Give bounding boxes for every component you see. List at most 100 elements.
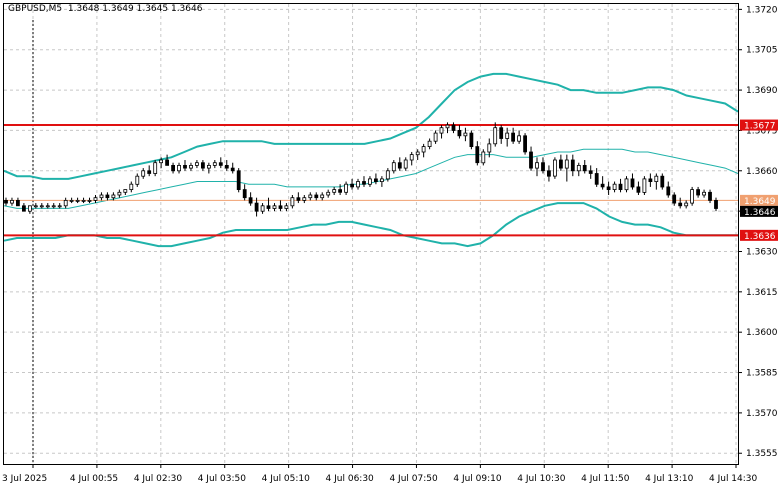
candle (290, 194, 295, 209)
time-axis: 3 Jul 2025 4 Jul 00:55 4 Jul 02:30 4 Jul 03… (2, 464, 758, 484)
candle-body (320, 194, 325, 199)
y-tick-label: 1.3630 (746, 247, 778, 257)
candle (63, 197, 68, 209)
candle-body (469, 132, 474, 148)
candle (618, 178, 623, 193)
candle (523, 133, 527, 155)
candle (684, 200, 689, 209)
candle-body (457, 129, 462, 137)
x-tick-label: 4 Jul 03:50 (198, 474, 247, 484)
candle (15, 197, 20, 207)
candle-body (206, 164, 211, 169)
x-tick-label: 4 Jul 14:30 (709, 474, 758, 484)
candle-body (379, 178, 384, 182)
candle (302, 194, 307, 204)
candle-body (499, 127, 504, 139)
candle (260, 203, 265, 214)
candle-body (356, 181, 360, 188)
candle-body (33, 205, 38, 208)
candle-body (248, 197, 253, 204)
candle (630, 173, 635, 190)
candle (248, 192, 253, 206)
candle-body (147, 170, 152, 174)
candle (517, 130, 521, 144)
candle-body (63, 199, 68, 207)
candle-body (648, 178, 653, 182)
candle-body (427, 140, 432, 147)
candle (499, 125, 504, 144)
candle-body (696, 189, 700, 196)
candle (69, 197, 74, 204)
candle-body (433, 132, 438, 142)
candle-body (600, 183, 605, 188)
candle-body (511, 132, 516, 142)
candle (642, 176, 647, 195)
candle-body (236, 170, 241, 191)
candle-body (624, 178, 629, 191)
candle (588, 165, 593, 179)
candle-body (21, 205, 26, 212)
y-tick-label: 1.3600 (746, 328, 778, 338)
candle-body (463, 132, 468, 137)
price-tag-box (740, 194, 778, 206)
candle-body (218, 162, 223, 166)
candle (493, 122, 498, 147)
candle-body (350, 183, 355, 188)
candle (308, 192, 313, 201)
candle (505, 127, 510, 147)
candle (141, 168, 146, 179)
candle (541, 157, 545, 174)
candle-body (493, 127, 498, 145)
candle (624, 176, 629, 193)
candle-body (451, 124, 456, 131)
candle-body (642, 178, 647, 193)
candle-body (159, 159, 164, 164)
candle-body (505, 132, 510, 139)
candle (177, 162, 181, 174)
candle (385, 168, 390, 182)
candle-body (421, 146, 426, 153)
candle (373, 173, 378, 185)
candle (427, 138, 432, 150)
candle-body (183, 164, 187, 169)
x-tick-label: 4 Jul 09:10 (453, 474, 502, 484)
candle (445, 122, 450, 134)
candle-body (594, 173, 599, 185)
candle-body (672, 194, 677, 204)
candle (594, 168, 599, 187)
candle (117, 189, 122, 198)
price-tag-label: 1.3646 (744, 208, 776, 218)
y-tick-label: 1.3690 (746, 86, 778, 96)
candle-body (409, 154, 414, 161)
candle-body (612, 183, 617, 190)
candle-body (165, 159, 170, 166)
candle-body (391, 162, 396, 172)
candle-body (69, 199, 74, 202)
candle (529, 146, 533, 171)
candle-body (564, 159, 569, 169)
candle (481, 149, 486, 166)
candle-body (10, 199, 14, 204)
candle-body (81, 199, 86, 202)
candle (576, 162, 581, 177)
candle (171, 162, 176, 174)
candle (570, 154, 575, 177)
candle-body (385, 170, 390, 180)
candle (409, 151, 414, 166)
candle-body (105, 194, 110, 199)
candle (332, 186, 337, 195)
candle-body (212, 162, 217, 166)
symbol-label: GBPUSD,M5 (8, 4, 63, 14)
candle (690, 186, 694, 206)
candle (147, 165, 152, 177)
candle-body (523, 135, 527, 153)
band-lower (3, 202, 738, 248)
price-tag-box (740, 119, 778, 131)
candle-body (618, 183, 623, 190)
candle-body (344, 183, 349, 193)
candle-body (189, 164, 193, 169)
candle (230, 162, 235, 174)
